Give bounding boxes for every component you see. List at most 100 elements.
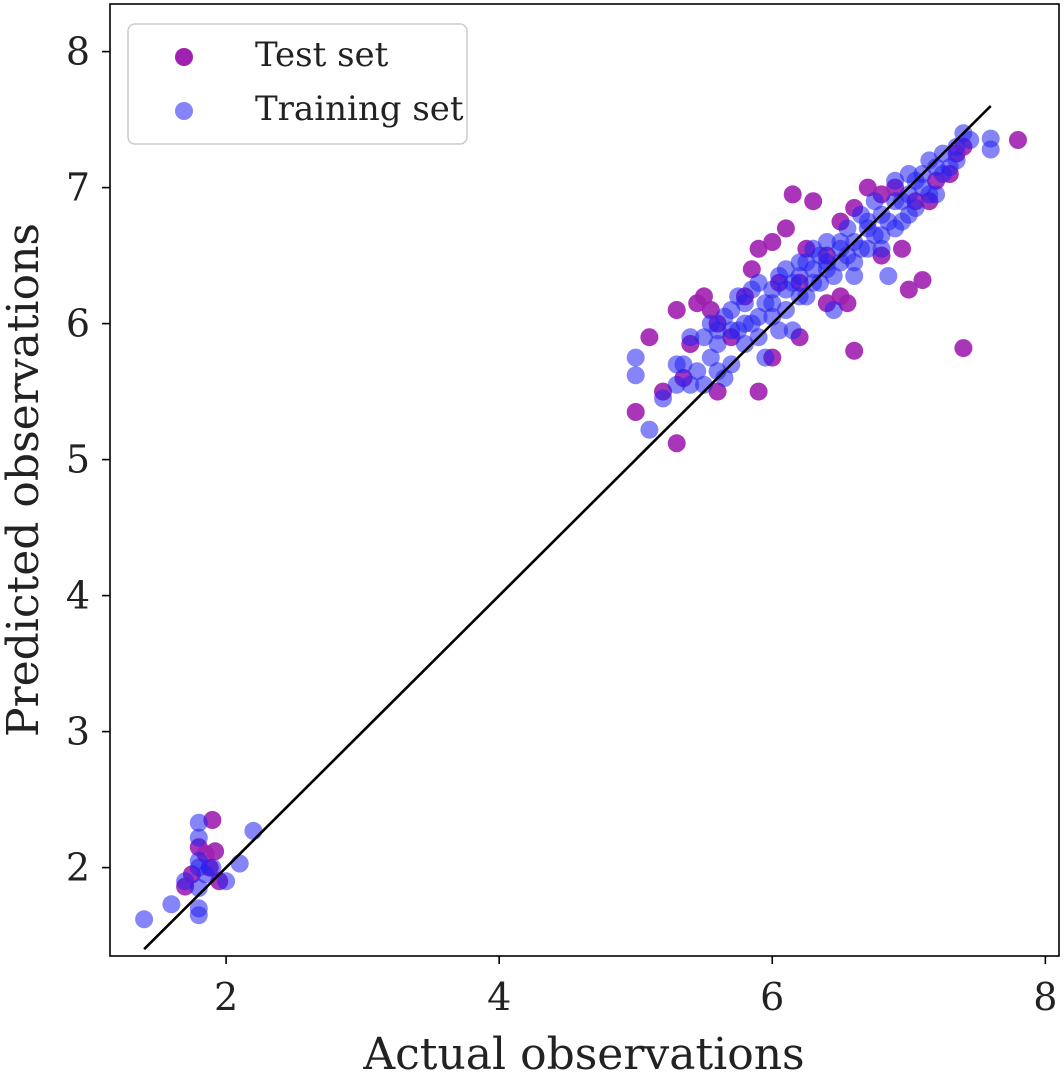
data-point-training-set: [244, 821, 263, 840]
y-tick-label: 3: [66, 710, 90, 754]
data-point-training-set: [893, 192, 911, 211]
data-point-test-set: [206, 842, 225, 861]
data-point-training-set: [695, 328, 713, 347]
data-point-training-set: [189, 851, 208, 870]
data-point-training-set: [872, 239, 891, 258]
data-point-training-set: [797, 253, 816, 272]
data-point-test-set: [899, 280, 918, 299]
data-point-training-set: [947, 137, 966, 156]
y-tick-label: 7: [66, 166, 90, 210]
data-point-training-set: [845, 267, 864, 285]
data-point-training-set: [640, 420, 659, 439]
data-point-training-set: [230, 854, 249, 873]
data-point-test-set: [913, 271, 932, 290]
reference-line: [143, 105, 992, 951]
data-point-training-set: [701, 314, 720, 333]
data-point-training-set: [189, 813, 208, 832]
data-point-training-set: [763, 294, 782, 313]
data-point-test-set: [701, 301, 720, 319]
x-tick-label: 2: [214, 975, 238, 1019]
data-point-test-set: [858, 178, 877, 197]
legend-label-training-set: Training set: [255, 89, 464, 129]
data-point-training-set: [865, 192, 884, 211]
data-point-training-set: [654, 389, 672, 408]
legend-marker-training-set: [175, 102, 193, 120]
data-point-training-set: [838, 219, 857, 238]
data-point-training-set: [203, 858, 222, 877]
data-point-training-set: [742, 280, 761, 299]
data-point-training-set: [708, 362, 727, 381]
data-point-training-set: [899, 205, 918, 224]
data-point-training-set: [176, 872, 195, 891]
data-point-training-set: [879, 267, 898, 285]
x-axis-title: Actual observations: [362, 1029, 804, 1076]
data-point-training-set: [770, 321, 789, 340]
data-point-test-set: [626, 403, 645, 421]
legend-label-test-set: Test set: [255, 35, 389, 75]
data-point-training-set: [695, 375, 713, 394]
data-point-test-set: [640, 328, 659, 347]
data-point-training-set: [783, 321, 802, 340]
data-point-training-set: [865, 226, 884, 245]
data-point-training-set: [701, 348, 720, 367]
data-point-training-set: [961, 131, 980, 149]
data-point-training-set: [626, 366, 645, 385]
data-point-test-set: [667, 301, 686, 319]
data-point-test-set: [831, 287, 850, 306]
y-tick-label: 6: [66, 302, 90, 346]
data-point-training-set: [735, 335, 754, 353]
data-point-test-set: [708, 382, 727, 401]
data-point-training-set: [681, 375, 700, 394]
data-point-test-set: [695, 287, 713, 306]
y-tick-label: 8: [66, 30, 90, 74]
data-point-training-set: [763, 280, 782, 299]
data-point-training-set: [722, 321, 741, 340]
y-tick-label: 5: [66, 438, 90, 482]
data-point-training-set: [831, 233, 850, 251]
data-point-test-set: [893, 239, 911, 258]
data-point-training-set: [858, 212, 877, 231]
data-point-training-set: [981, 129, 1000, 148]
legend-marker-test-set: [175, 48, 193, 66]
plot-frame: [109, 3, 1060, 957]
data-point-training-set: [756, 348, 775, 367]
x-tick-label: 4: [487, 975, 511, 1019]
data-point-training-set: [162, 895, 181, 914]
y-tick-label: 2: [66, 846, 90, 890]
data-point-training-set: [667, 355, 686, 374]
x-tick-label: 6: [760, 975, 784, 1019]
data-point-training-set: [667, 375, 686, 394]
reference-line-layer: [143, 105, 992, 951]
data-point-training-set: [681, 328, 700, 347]
data-point-training-set: [886, 219, 905, 238]
data-point-training-set: [817, 233, 836, 251]
data-point-training-set: [722, 301, 741, 319]
data-point-training-set: [811, 246, 829, 265]
ticks-layer: 2 4 6 8 2 3 4 5 6 7 8: [66, 30, 1058, 1019]
data-point-training-set: [189, 879, 208, 897]
data-point-training-set: [776, 260, 795, 279]
legend-box: [127, 23, 468, 145]
data-point-test-set: [763, 233, 782, 251]
legend: Test set Training set: [127, 23, 468, 145]
data-point-training-set: [189, 899, 208, 918]
data-point-training-set: [886, 171, 905, 190]
data-point-test-set: [783, 185, 802, 204]
data-point-training-set: [852, 239, 870, 258]
data-point-test-set: [954, 339, 973, 358]
data-point-training-set: [947, 151, 966, 170]
data-point-test-set: [667, 434, 686, 453]
data-point-test-set: [804, 192, 823, 211]
data-point-training-set: [735, 294, 754, 313]
data-point-training-set: [749, 307, 768, 326]
data-point-test-set: [776, 219, 795, 238]
data-point-training-set: [763, 307, 782, 326]
data-point-training-set: [920, 185, 939, 204]
data-point-training-set: [189, 828, 208, 847]
data-point-training-set: [824, 301, 843, 319]
data-point-training-set: [217, 872, 236, 891]
y-axis-title: Predicted observations: [0, 223, 49, 737]
